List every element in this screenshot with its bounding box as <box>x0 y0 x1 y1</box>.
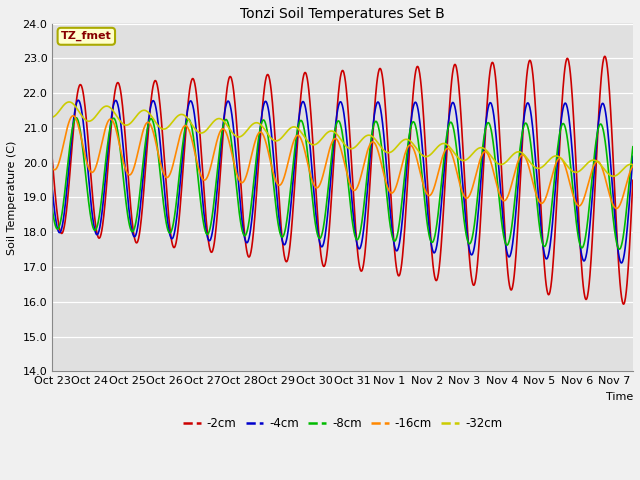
Text: TZ_fmet: TZ_fmet <box>61 31 112 41</box>
Legend: -2cm, -4cm, -8cm, -16cm, -32cm: -2cm, -4cm, -8cm, -16cm, -32cm <box>178 413 507 435</box>
Y-axis label: Soil Temperature (C): Soil Temperature (C) <box>7 140 17 255</box>
Title: Tonzi Soil Temperatures Set B: Tonzi Soil Temperatures Set B <box>240 7 445 21</box>
X-axis label: Time: Time <box>605 392 633 402</box>
